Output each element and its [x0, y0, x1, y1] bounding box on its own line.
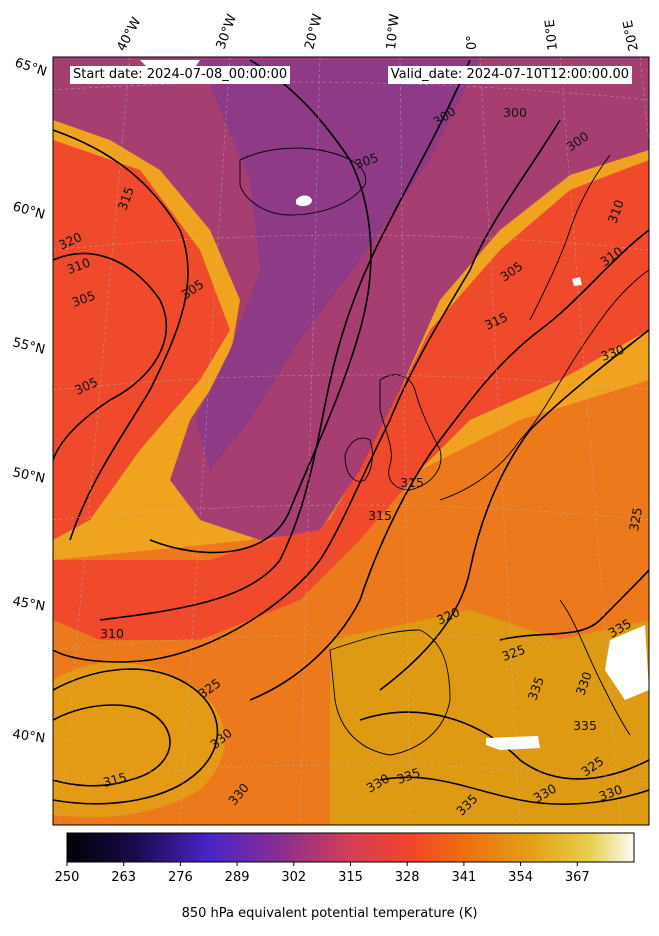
iceland-coast	[239, 147, 367, 216]
contour-value-label: 315	[101, 769, 128, 790]
italy-coast	[559, 599, 631, 736]
britain-coast	[379, 374, 442, 491]
gridlines	[53, 57, 649, 825]
contour-value-label: 335	[573, 718, 597, 733]
lon-label: 10°E	[543, 18, 561, 51]
red-band	[53, 140, 649, 640]
colorbar-tick-label: 341	[451, 870, 477, 885]
south-swirl	[53, 662, 225, 818]
coastlines	[239, 147, 649, 756]
colorbar-tick-label: 276	[167, 870, 193, 885]
colorbar-tick-label: 302	[281, 870, 307, 885]
iberia-coast	[329, 629, 451, 756]
lat-label: 40°N	[11, 727, 46, 746]
colorbar-label: 850 hPa equivalent potential temperature…	[181, 906, 478, 921]
contour-value-label: 315	[400, 475, 424, 490]
colorbar-tick-label: 250	[54, 870, 80, 885]
lon-label: 20°W	[302, 12, 325, 51]
contour-value-label: 325	[626, 506, 645, 532]
lon-label: 30°W	[214, 12, 240, 51]
colorbar-tick-label: 315	[338, 870, 363, 885]
contour-value-label: 310	[100, 626, 124, 641]
contour-lines	[53, 59, 649, 805]
map-frame	[52, 56, 650, 826]
contour-value-label: 300	[503, 105, 527, 120]
lon-label: 10°W	[384, 13, 403, 50]
lon-label: 40°W	[114, 15, 144, 54]
lat-label: 55°N	[11, 335, 46, 357]
colorbar-tick-label: 289	[224, 870, 250, 885]
colorbar-tick-label: 354	[508, 870, 533, 885]
valid-date-label: Valid_date: 2024-07-10T12:00:00.00	[387, 66, 632, 84]
colorbar-tick-label: 263	[111, 870, 137, 885]
europe-coast	[439, 269, 649, 501]
lat-label: 45°N	[11, 594, 46, 614]
colorbar	[66, 832, 635, 863]
start-date-label: Start date: 2024-07-08_00:00:00	[70, 66, 291, 84]
lon-label: 0°	[465, 35, 480, 50]
longitude-labels: 40°W 30°W 20°W 10°W 0° 10°E 20°E	[114, 12, 642, 54]
colorbar-tick-label: 328	[394, 870, 420, 885]
cold-core	[195, 60, 480, 470]
lon-label: 20°E	[621, 19, 642, 53]
colorbar-tick-label: 367	[564, 870, 590, 885]
lat-label: 65°N	[13, 56, 49, 80]
contour-value-label: 315	[368, 508, 392, 523]
iberia-warm	[330, 610, 649, 825]
ireland-coast	[344, 437, 373, 482]
lat-label: 60°N	[11, 199, 47, 222]
lat-label: 50°N	[11, 465, 46, 486]
latitude-labels: 65°N 60°N 55°N 50°N 45°N 40°N	[11, 56, 49, 747]
colorbar-tick-marks	[66, 862, 578, 866]
norway-coast	[529, 154, 611, 321]
